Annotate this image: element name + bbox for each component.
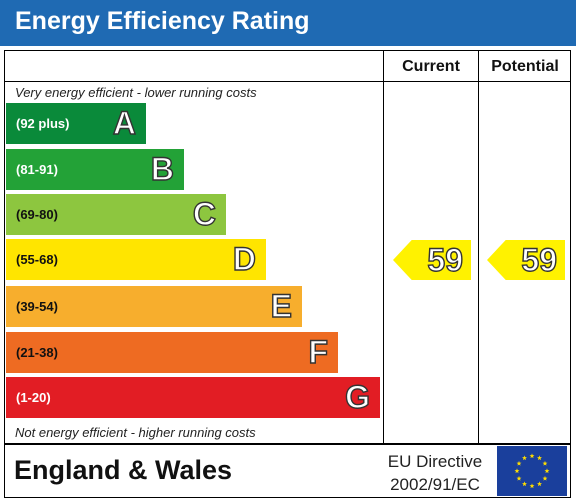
band-a: (92 plus) A (6, 103, 146, 144)
star-icon (544, 468, 550, 474)
star-icon (542, 460, 548, 466)
star-icon (537, 455, 542, 461)
rating-table (4, 50, 571, 444)
directive-line-1: EU Directive (387, 452, 483, 471)
band-letter: E (270, 287, 293, 324)
star-icon (522, 481, 527, 487)
band-d: (55-68) D (6, 239, 266, 280)
band-range-label: (92 plus) (16, 116, 70, 131)
band-g: (1-20) G (6, 377, 380, 418)
potential-rating-arrow: 59 (487, 240, 565, 280)
star-icon (514, 468, 520, 474)
band-b: (81-91) B (6, 149, 184, 190)
band-e: (39-54) E (6, 286, 302, 327)
band-range-label: (1-20) (16, 390, 51, 405)
band-range-label: (81-91) (16, 162, 58, 177)
band-range-label: (39-54) (16, 299, 58, 314)
top-note: Very energy efficient - lower running co… (15, 85, 257, 100)
current-column-header: Current (402, 58, 460, 75)
star-icon (529, 483, 535, 489)
current-column-divider (383, 50, 384, 444)
eu-stars-icon (514, 453, 550, 489)
band-range-label: (55-68) (16, 252, 58, 267)
band-range-label: (21-38) (16, 345, 58, 360)
band-letter: A (112, 104, 137, 141)
band-letter: C (192, 195, 217, 232)
star-icon (516, 460, 522, 466)
band-letter: B (150, 150, 175, 187)
band-letter: D (232, 240, 257, 277)
footer-box (4, 444, 571, 498)
header-bar: Energy Efficiency Rating (0, 0, 576, 46)
star-icon (529, 453, 535, 459)
current-rating-value: 59 (427, 241, 464, 278)
band-range-label: (69-80) (16, 207, 58, 222)
potential-rating-value: 59 (521, 241, 558, 278)
bottom-note: Not energy efficient - higher running co… (15, 425, 256, 440)
star-icon (542, 475, 548, 481)
potential-column-divider (478, 50, 479, 444)
directive-line-2: 2002/91/EC (390, 475, 480, 494)
current-rating-arrow: 59 (393, 240, 471, 280)
band-letter: F (308, 333, 329, 370)
potential-column-header: Potential (491, 58, 559, 75)
page-title: Energy Efficiency Rating (15, 7, 310, 35)
band-c: (69-80) C (6, 194, 226, 235)
band-f: (21-38) F (6, 332, 338, 373)
star-icon (537, 481, 542, 487)
band-letter: G (344, 378, 370, 415)
star-icon (516, 475, 522, 481)
star-icon (522, 455, 527, 461)
eu-flag-icon (497, 446, 567, 496)
region-label: England & Wales (14, 455, 233, 485)
header-row-divider (4, 81, 571, 82)
